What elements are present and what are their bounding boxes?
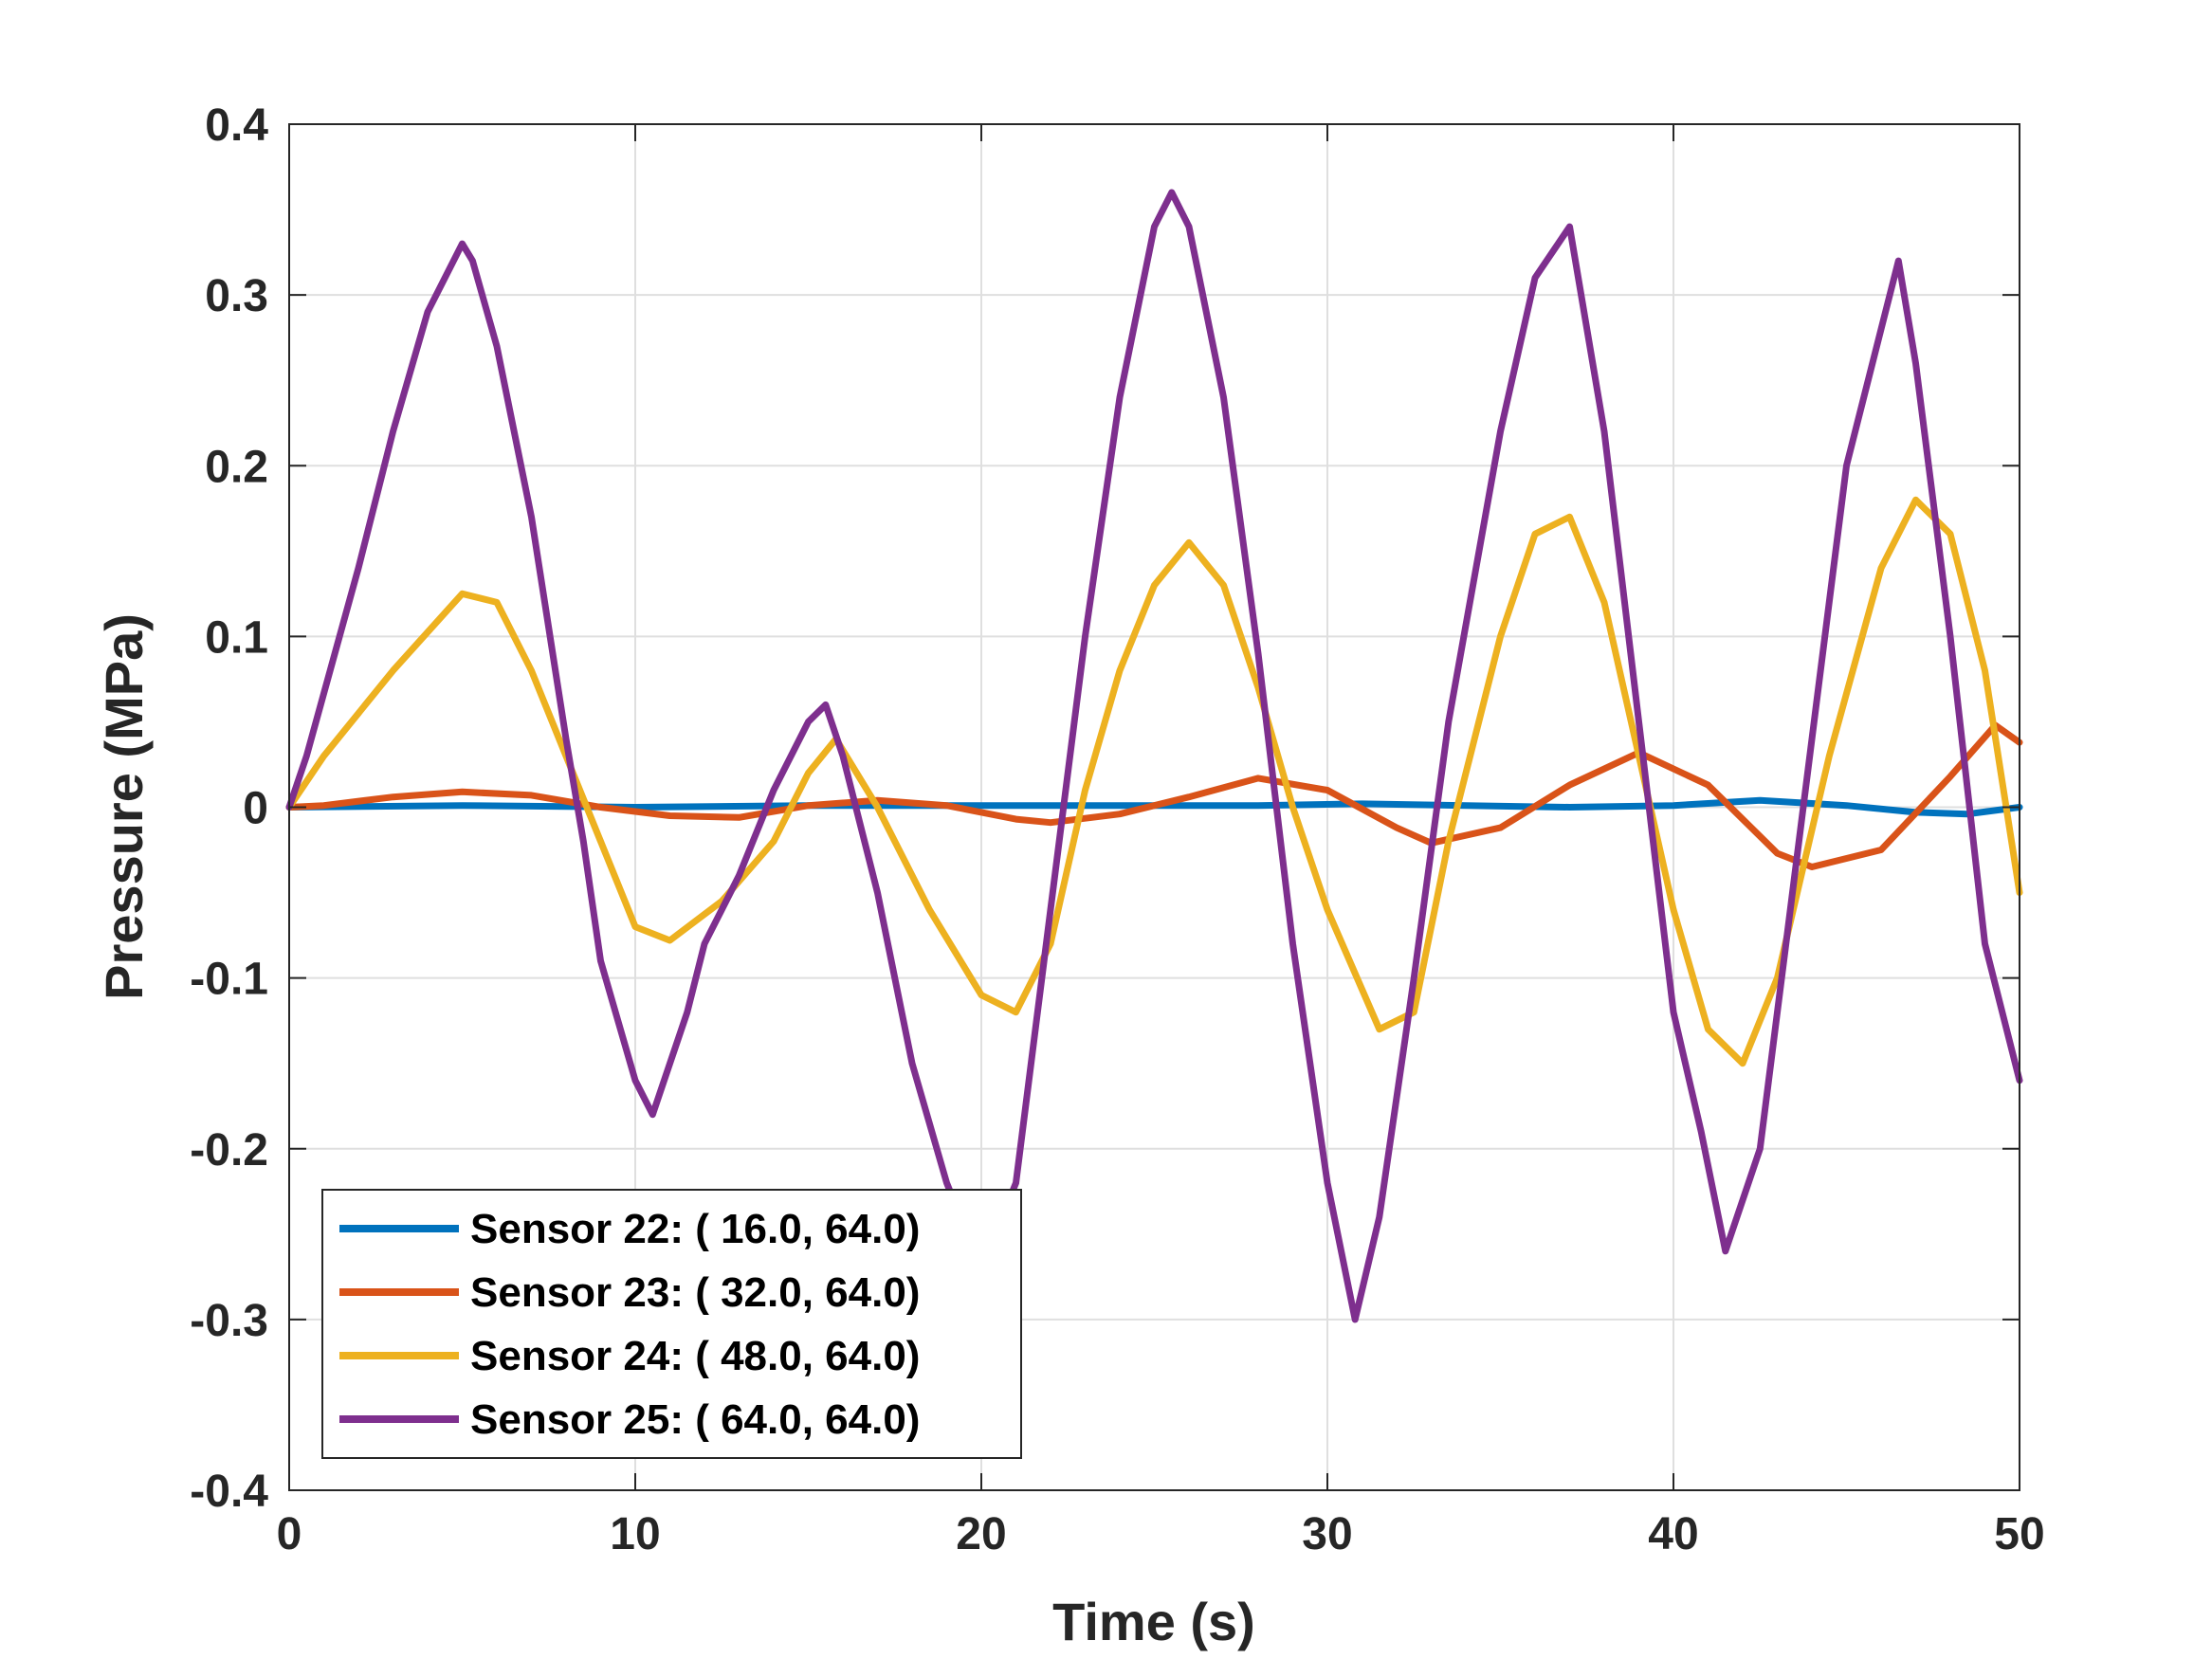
legend-label-sensor-24: Sensor 24: ( 48.0, 64.0) xyxy=(470,1333,920,1379)
series-line-3 xyxy=(285,496,2023,1067)
y-tick-label: 0.3 xyxy=(205,271,268,321)
x-tick-label: 40 xyxy=(1648,1509,1698,1559)
x-tick-label: 30 xyxy=(1302,1509,1352,1559)
y-axis-label: Pressure (MPa) xyxy=(94,613,154,1000)
y-tick-label: -0.3 xyxy=(190,1296,268,1346)
series-group xyxy=(285,189,2023,1323)
x-tick-label: 20 xyxy=(956,1509,1006,1559)
legend: Sensor 22: ( 16.0, 64.0) Sensor 23: ( 32… xyxy=(321,1189,1022,1459)
x-axis-label: Time (s) xyxy=(1052,1592,1255,1651)
y-tick-label: -0.4 xyxy=(190,1467,268,1517)
series-line-1 xyxy=(285,796,2023,818)
y-tick-label: -0.1 xyxy=(190,955,268,1005)
x-tick-label: 10 xyxy=(610,1509,660,1559)
y-tick-label: 0.2 xyxy=(205,442,268,492)
legend-label-sensor-25: Sensor 25: ( 64.0, 64.0) xyxy=(470,1396,920,1443)
x-tick-label: 0 xyxy=(277,1509,302,1559)
legend-label-sensor-22: Sensor 22: ( 16.0, 64.0) xyxy=(470,1206,920,1252)
legend-box xyxy=(321,1189,1022,1459)
ticks xyxy=(288,123,2020,1491)
y-tick-label: 0.4 xyxy=(205,100,268,151)
tick-labels: 0 10 20 30 40 50 -0.4 -0.3 -0.2 -0.1 0 0.1 0.2 0.3 0.4 xyxy=(190,100,2044,1559)
legend-label-sensor-23: Sensor 23: ( 32.0, 64.0) xyxy=(470,1269,920,1316)
series-line-4 xyxy=(285,189,2023,1323)
y-tick-label: 0.1 xyxy=(205,612,268,663)
y-tick-label: 0 xyxy=(243,784,268,834)
x-tick-label: 50 xyxy=(1994,1509,2044,1559)
y-tick-label: -0.2 xyxy=(190,1125,268,1176)
